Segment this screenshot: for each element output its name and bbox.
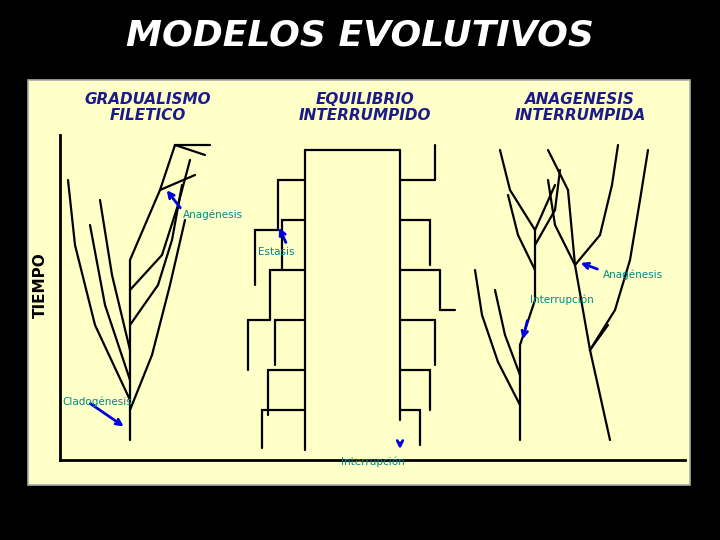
Text: GRADUALISMO: GRADUALISMO [85, 92, 211, 107]
Bar [28, 80, 690, 485]
Text: Cladogénesis: Cladogénesis [62, 397, 132, 407]
Text: MODELOS EVOLUTIVOS: MODELOS EVOLUTIVOS [126, 18, 594, 52]
Text: Interrupción: Interrupción [530, 295, 594, 305]
Text: CAMBIO MORFOLOGICO: CAMBIO MORFOLOGICO [259, 500, 461, 515]
Text: EQUILIBRIO: EQUILIBRIO [315, 92, 415, 107]
Text: Anagénesis: Anagénesis [183, 210, 243, 220]
Text: ANAGENESIS: ANAGENESIS [525, 92, 635, 107]
Text: Anagénesis: Anagénesis [603, 270, 663, 280]
Text: Interrupción: Interrupción [341, 457, 405, 467]
Text: FILETICO: FILETICO [110, 109, 186, 124]
Text: INTERRUMPIDA: INTERRUMPIDA [514, 109, 646, 124]
Text: TIEMPO: TIEMPO [32, 252, 48, 318]
Text: Estasis: Estasis [258, 247, 294, 257]
Text: INTERRUMPIDO: INTERRUMPIDO [299, 109, 431, 124]
